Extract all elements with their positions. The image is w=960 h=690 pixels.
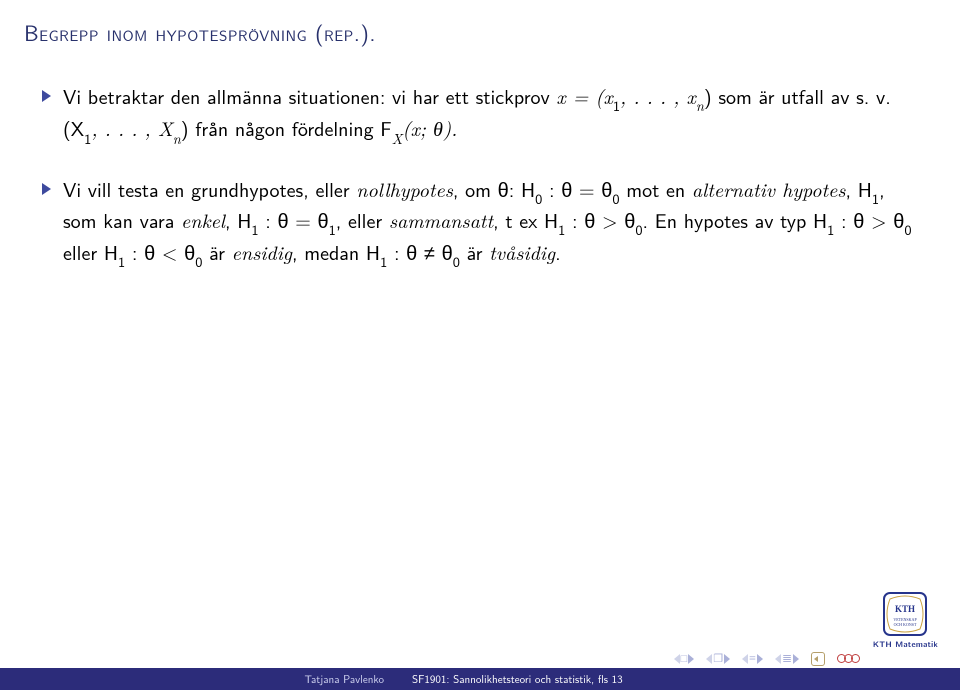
b2-l2d: , H bbox=[225, 206, 251, 235]
footer: Tatjana Pavlenko SF1901: Sannolikhetsteo… bbox=[0, 668, 960, 690]
nav-slide[interactable]: □ bbox=[674, 653, 695, 664]
b2-nh: nollhypotes bbox=[356, 174, 453, 203]
b2-t0b: 0 bbox=[635, 219, 642, 240]
b2-l3h: , medan H bbox=[292, 238, 380, 267]
nav-next-sub-icon[interactable] bbox=[757, 654, 763, 664]
svg-text:OCH KONST: OCH KONST bbox=[894, 622, 917, 627]
bullet-2-text: Vi vill testa en grundhypotes, eller nol… bbox=[63, 175, 918, 269]
bullet-triangle-icon bbox=[42, 90, 51, 102]
b1-Xn: n bbox=[173, 129, 181, 149]
b2-l3f: : θ < θ bbox=[125, 238, 195, 267]
b2-l2f: , eller bbox=[336, 206, 389, 235]
b2-l1b: , om θ: H bbox=[453, 175, 535, 204]
b2-l3a: , t ex H bbox=[493, 206, 558, 235]
bullet-triangle-icon bbox=[42, 183, 51, 195]
nav-slide-icon: □ bbox=[681, 653, 688, 664]
b2-t1: 1 bbox=[329, 219, 336, 240]
b2-l3b: : θ > θ bbox=[565, 206, 635, 235]
b2-l3c: . En hypotes av typ H bbox=[643, 206, 828, 235]
b2-l1a: Vi vill testa en grundhypotes, eller bbox=[63, 175, 356, 204]
b2-t0c: 0 bbox=[904, 219, 911, 240]
b1-subn: n bbox=[696, 96, 704, 116]
nav-prev-sec-icon[interactable] bbox=[775, 654, 781, 664]
b2-H1d: 1 bbox=[827, 219, 834, 240]
b2-H0a: 0 bbox=[535, 188, 542, 209]
bullet-1-text: Vi betraktar den allmänna situationen: v… bbox=[63, 82, 918, 147]
nav-search-icon[interactable] bbox=[837, 654, 860, 663]
b2-l3g: är bbox=[202, 238, 231, 267]
nav-prev-frame-icon[interactable] bbox=[706, 654, 712, 664]
beamer-nav: □ ❐ ≡ ≣ bbox=[674, 651, 860, 666]
b1-sub1: 1 bbox=[613, 95, 620, 116]
slide-title: Begrepp inom hypotesprövning (rep.). bbox=[0, 0, 960, 54]
b1-Xtail: , . . . , X bbox=[91, 113, 172, 142]
b2-H1a: 1 bbox=[872, 188, 879, 209]
nav-subsection[interactable]: ≡ bbox=[742, 651, 763, 666]
b2-t0a: 0 bbox=[612, 188, 619, 209]
b1-xeq: x = (x bbox=[556, 81, 612, 110]
nav-section[interactable]: ≣ bbox=[775, 651, 799, 666]
nav-next-sec-icon[interactable] bbox=[793, 654, 799, 664]
nav-prev-slide-icon[interactable] bbox=[674, 654, 680, 664]
bullet-1: Vi betraktar den allmänna situationen: v… bbox=[42, 82, 918, 147]
nav-back-icon[interactable] bbox=[811, 652, 825, 666]
b2-l1c: : θ = θ bbox=[542, 175, 612, 204]
b2-H1c: 1 bbox=[558, 219, 565, 240]
b2-samm: sammansatt bbox=[389, 205, 493, 234]
nav-prev-sub-icon[interactable] bbox=[742, 654, 748, 664]
b1-X1: 1 bbox=[84, 128, 91, 149]
b2-l3d: : θ > θ bbox=[834, 206, 904, 235]
footer-course: SF1901: Sannolikhetsteori och statistik,… bbox=[398, 668, 960, 690]
b2-ens: ensidig bbox=[232, 237, 292, 266]
b1-Fend: (x; θ). bbox=[402, 113, 457, 142]
b2-H1e: 1 bbox=[118, 251, 125, 272]
b2-l2a: mot en bbox=[626, 175, 692, 204]
b2-H1b: 1 bbox=[251, 219, 258, 240]
b2-l3j: är bbox=[460, 238, 489, 267]
nav-frame[interactable]: ❐ bbox=[706, 653, 730, 664]
b1-Xend: ) från någon fördelning F bbox=[181, 114, 392, 143]
b2-t0e: 0 bbox=[453, 251, 460, 272]
svg-text:KTH: KTH bbox=[895, 604, 915, 614]
b2-l3e: eller H bbox=[63, 238, 118, 267]
bullet-2: Vi vill testa en grundhypotes, eller nol… bbox=[42, 175, 918, 269]
nav-next-frame-icon[interactable] bbox=[724, 654, 730, 664]
slide-content: Vi betraktar den allmänna situationen: v… bbox=[0, 54, 960, 269]
kth-logo-icon: KTH VETENSKAP OCH KONST bbox=[882, 591, 928, 637]
kth-logo: KTH VETENSKAP OCH KONST KTH Matematik bbox=[873, 591, 938, 650]
kth-logo-caption: KTH Matematik bbox=[873, 639, 938, 650]
nav-sec-icon: ≣ bbox=[782, 651, 792, 666]
b2-l3i: : θ ≠ θ bbox=[387, 238, 452, 267]
b1-prefix: Vi betraktar den allmänna situationen: v… bbox=[63, 82, 556, 111]
nav-frame-icon: ❐ bbox=[713, 653, 723, 664]
b1-xeq-tail: , . . . , x bbox=[620, 81, 696, 110]
b2-enkel: enkel bbox=[181, 205, 225, 234]
b2-dot: . bbox=[555, 238, 561, 267]
b2-tva: tvåsidig bbox=[489, 237, 555, 266]
b2-t0d: 0 bbox=[195, 251, 202, 272]
nav-sub-icon: ≡ bbox=[749, 651, 756, 666]
nav-next-slide-icon[interactable] bbox=[688, 654, 694, 664]
b2-l2b: , H bbox=[846, 175, 872, 204]
b1-FX: X bbox=[392, 129, 403, 149]
footer-author: Tatjana Pavlenko bbox=[0, 668, 398, 690]
b2-alt: alternativ hypotes bbox=[692, 174, 846, 203]
b2-l2e: : θ = θ bbox=[259, 206, 329, 235]
b2-H1f: 1 bbox=[380, 251, 387, 272]
